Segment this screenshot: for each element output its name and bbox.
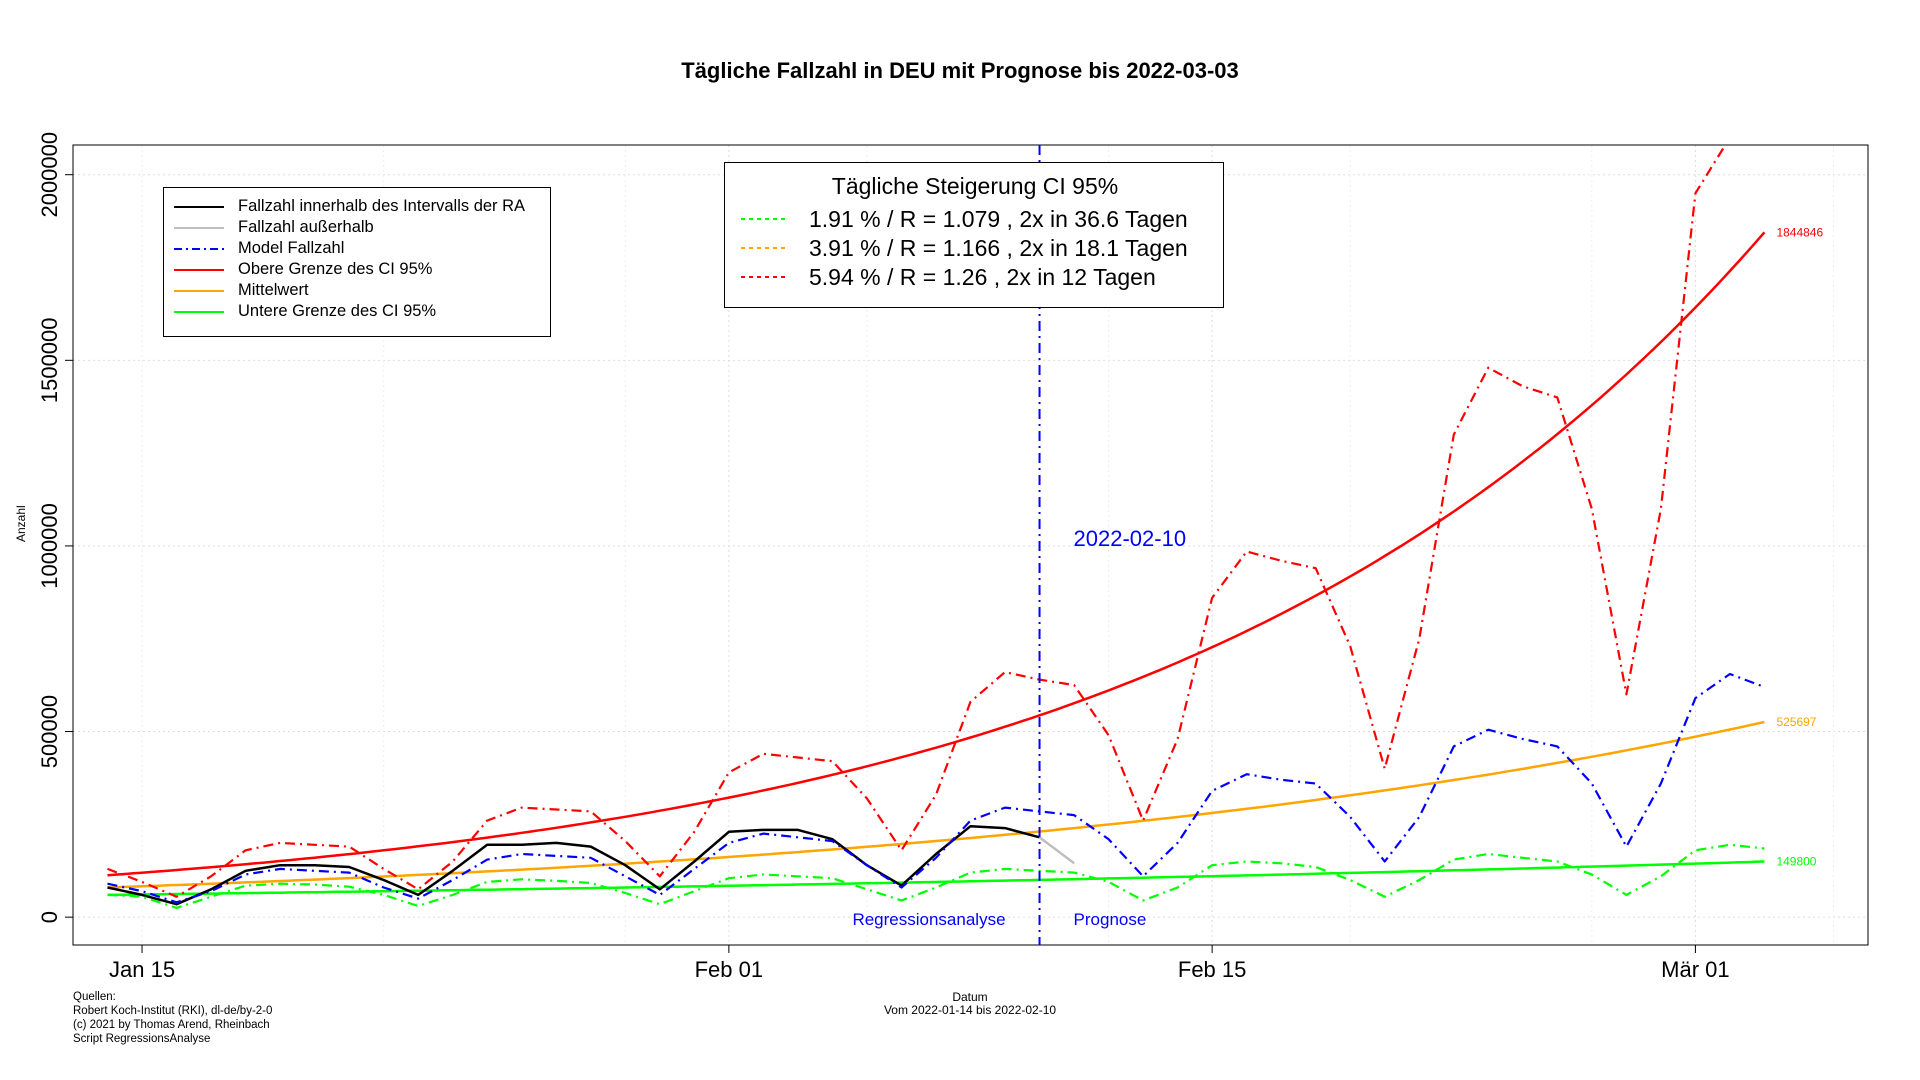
chart-title: Tägliche Fallzahl in DEU mit Prognose bi… — [681, 58, 1239, 83]
legend-entry-observed: Fallzahl innerhalb des Intervalls der RA — [174, 196, 525, 217]
series-line-model-fallzahl — [107, 672, 1765, 904]
x-axis-range-note: Vom 2022-01-14 bis 2022-02-10 — [883, 1003, 1057, 1017]
legend-swatch — [174, 289, 224, 292]
ci-legend-label: 3.91 % / R = 1.166 , 2x in 18.1 Tagen — [809, 234, 1188, 261]
fit-curve-untere-grenze-des-ci-95- — [107, 860, 1765, 897]
sources-line: Robert Koch-Institut (RKI), dl-de/by-2-0 — [73, 1005, 273, 1017]
forecast-period-label: Prognose — [1074, 910, 1147, 929]
sources-line: Quellen: — [73, 991, 116, 1003]
legend-swatch — [174, 310, 224, 313]
x-tick-label: Jan 15 — [109, 957, 175, 982]
legend-entry-mean: Mittelwert — [174, 280, 309, 301]
y-axis-label: Anzahl — [14, 505, 28, 542]
ci-legend-entry-mean: 3.91 % / R = 1.166 , 2x in 18.1 Tagen — [741, 234, 1188, 262]
y-tick-label: 1000000 — [37, 503, 62, 589]
x-tick-label: Feb 01 — [695, 957, 764, 982]
series-legend: Fallzahl innerhalb des Intervalls der RA… — [163, 187, 551, 337]
x-tick-label: Feb 15 — [1178, 957, 1247, 982]
legend-label: Obere Grenze des CI 95% — [238, 260, 433, 278]
end-value-label-upper: 1844846 — [1776, 225, 1823, 239]
y-tick-label: 2000000 — [37, 132, 62, 218]
end-value-label-lower: 149800 — [1776, 855, 1816, 869]
legend-entry-outside: Fallzahl außerhalb — [174, 217, 374, 238]
series-line-obere-grenze-prognose- — [107, 145, 1727, 898]
y-tick-label: 0 — [37, 911, 62, 923]
ci-legend-entry-lower: 1.91 % / R = 1.079 , 2x in 36.6 Tagen — [741, 205, 1188, 233]
legend-swatch — [741, 247, 785, 249]
legend-swatch — [174, 205, 224, 208]
ci-legend-label: 1.91 % / R = 1.079 , 2x in 36.6 Tagen — [809, 205, 1188, 232]
fit-curve-obere-grenze-des-ci-95- — [107, 231, 1766, 877]
plot-frame — [72, 144, 1869, 946]
legend-entry-upper: Obere Grenze des CI 95% — [174, 259, 432, 280]
legend-swatch — [174, 226, 224, 229]
legend-swatch — [174, 247, 224, 250]
x-axis-label: Datum — [952, 990, 988, 1004]
legend-entry-lower: Untere Grenze des CI 95% — [174, 301, 436, 322]
y-tick-label: 500000 — [37, 695, 62, 768]
sources-line: Script RegressionsAnalyse — [73, 1033, 211, 1045]
sources-note: Quellen: Robert Koch-Institut (RKI), dl-… — [73, 990, 272, 1046]
ci-legend-title: Tägliche Steigerung CI 95% — [831, 173, 1119, 199]
ci-legend: Tägliche Steigerung CI 95% 1.91 % / R = … — [724, 162, 1224, 308]
legend-label: Fallzahl innerhalb des Intervalls der RA — [238, 197, 526, 215]
ci-legend-entry-upper: 5.94 % / R = 1.26 , 2x in 12 Tagen — [741, 263, 1156, 291]
regression-period-label: Regressionsanalyse — [852, 910, 1005, 929]
legend-swatch — [741, 276, 785, 278]
ci-legend-label: 5.94 % / R = 1.26 , 2x in 12 Tagen — [809, 263, 1156, 290]
legend-swatch — [741, 218, 785, 220]
regression-split-date-label: 2022-02-10 — [1074, 526, 1187, 551]
legend-swatch — [174, 268, 224, 271]
legend-label: Untere Grenze des CI 95% — [238, 302, 437, 320]
sources-line: (c) 2021 by Thomas Arend, Rheinbach — [73, 1019, 270, 1031]
legend-entry-model: Model Fallzahl — [174, 238, 344, 259]
y-tick-label: 1500000 — [37, 317, 62, 403]
end-value-label-mean: 525697 — [1776, 715, 1816, 729]
legend-label: Mittelwert — [238, 281, 309, 299]
fit-curve-mittelwert — [107, 720, 1765, 889]
x-tick-label: Mär 01 — [1661, 957, 1729, 982]
legend-label: Model Fallzahl — [238, 239, 345, 257]
series-line-fallzahl-au-erhalb — [1038, 836, 1075, 865]
legend-label: Fallzahl außerhalb — [238, 218, 374, 236]
